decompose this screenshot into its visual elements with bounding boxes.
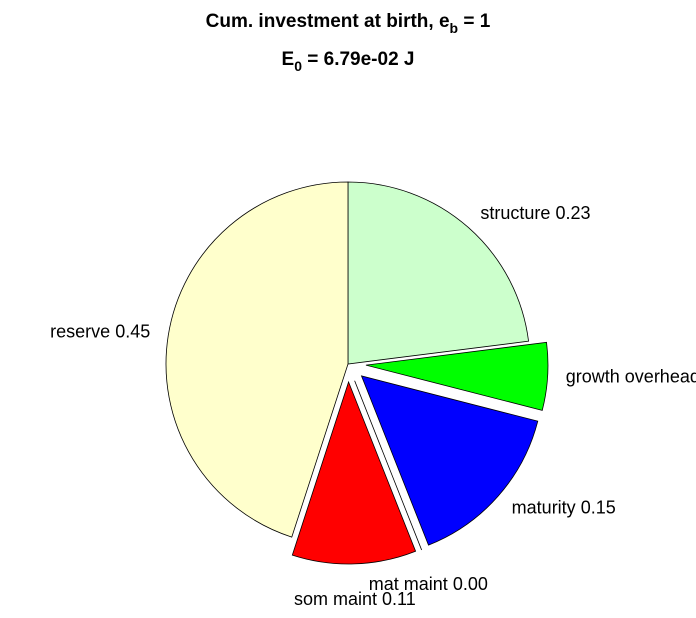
slice-label-value: 0.11 [382,589,416,609]
slice-label: mat maint 0.00 [369,574,488,594]
slice-label: reserve 0.45 [50,321,150,341]
slice-label-value: 0.45 [115,321,150,341]
slice-label-value: 0.00 [453,574,488,594]
slice-label-name: som maint [294,589,377,609]
slice-label: structure 0.23 [480,203,590,223]
pie-slice [347,181,530,365]
subtitle-subscript: 0 [294,58,302,74]
slice-label: maturity 0.15 [512,497,616,517]
slice-label-name: reserve [50,321,110,341]
slice-label-name: maturity [512,497,576,517]
slice-label-value: 0.23 [555,203,590,223]
slice-label-name: structure [480,203,550,223]
pie-slice [365,341,549,411]
title-text: = 1 [458,11,491,32]
slice-label: growth overhead 0.06 [566,366,696,386]
pie-slice [360,375,539,546]
title-subscript: b [450,20,459,36]
chart-title: Cum. investment at birth, eb = 1 [206,11,491,36]
pie-slice [291,380,417,565]
slice-label-name: mat maint [369,574,448,594]
pie-slice [354,380,422,551]
chart-subtitle: E0 = 6.79e-02 J [282,49,415,74]
pie-slice [165,181,349,538]
subtitle-text: E [282,49,295,70]
slice-label-value: 0.15 [581,497,616,517]
slice-label: som maint 0.11 [294,589,416,609]
subtitle-text: = 6.79e-02 J [302,49,415,70]
title-text: Cum. investment at birth, e [206,11,450,32]
slice-label-name: growth overhead [566,366,696,386]
